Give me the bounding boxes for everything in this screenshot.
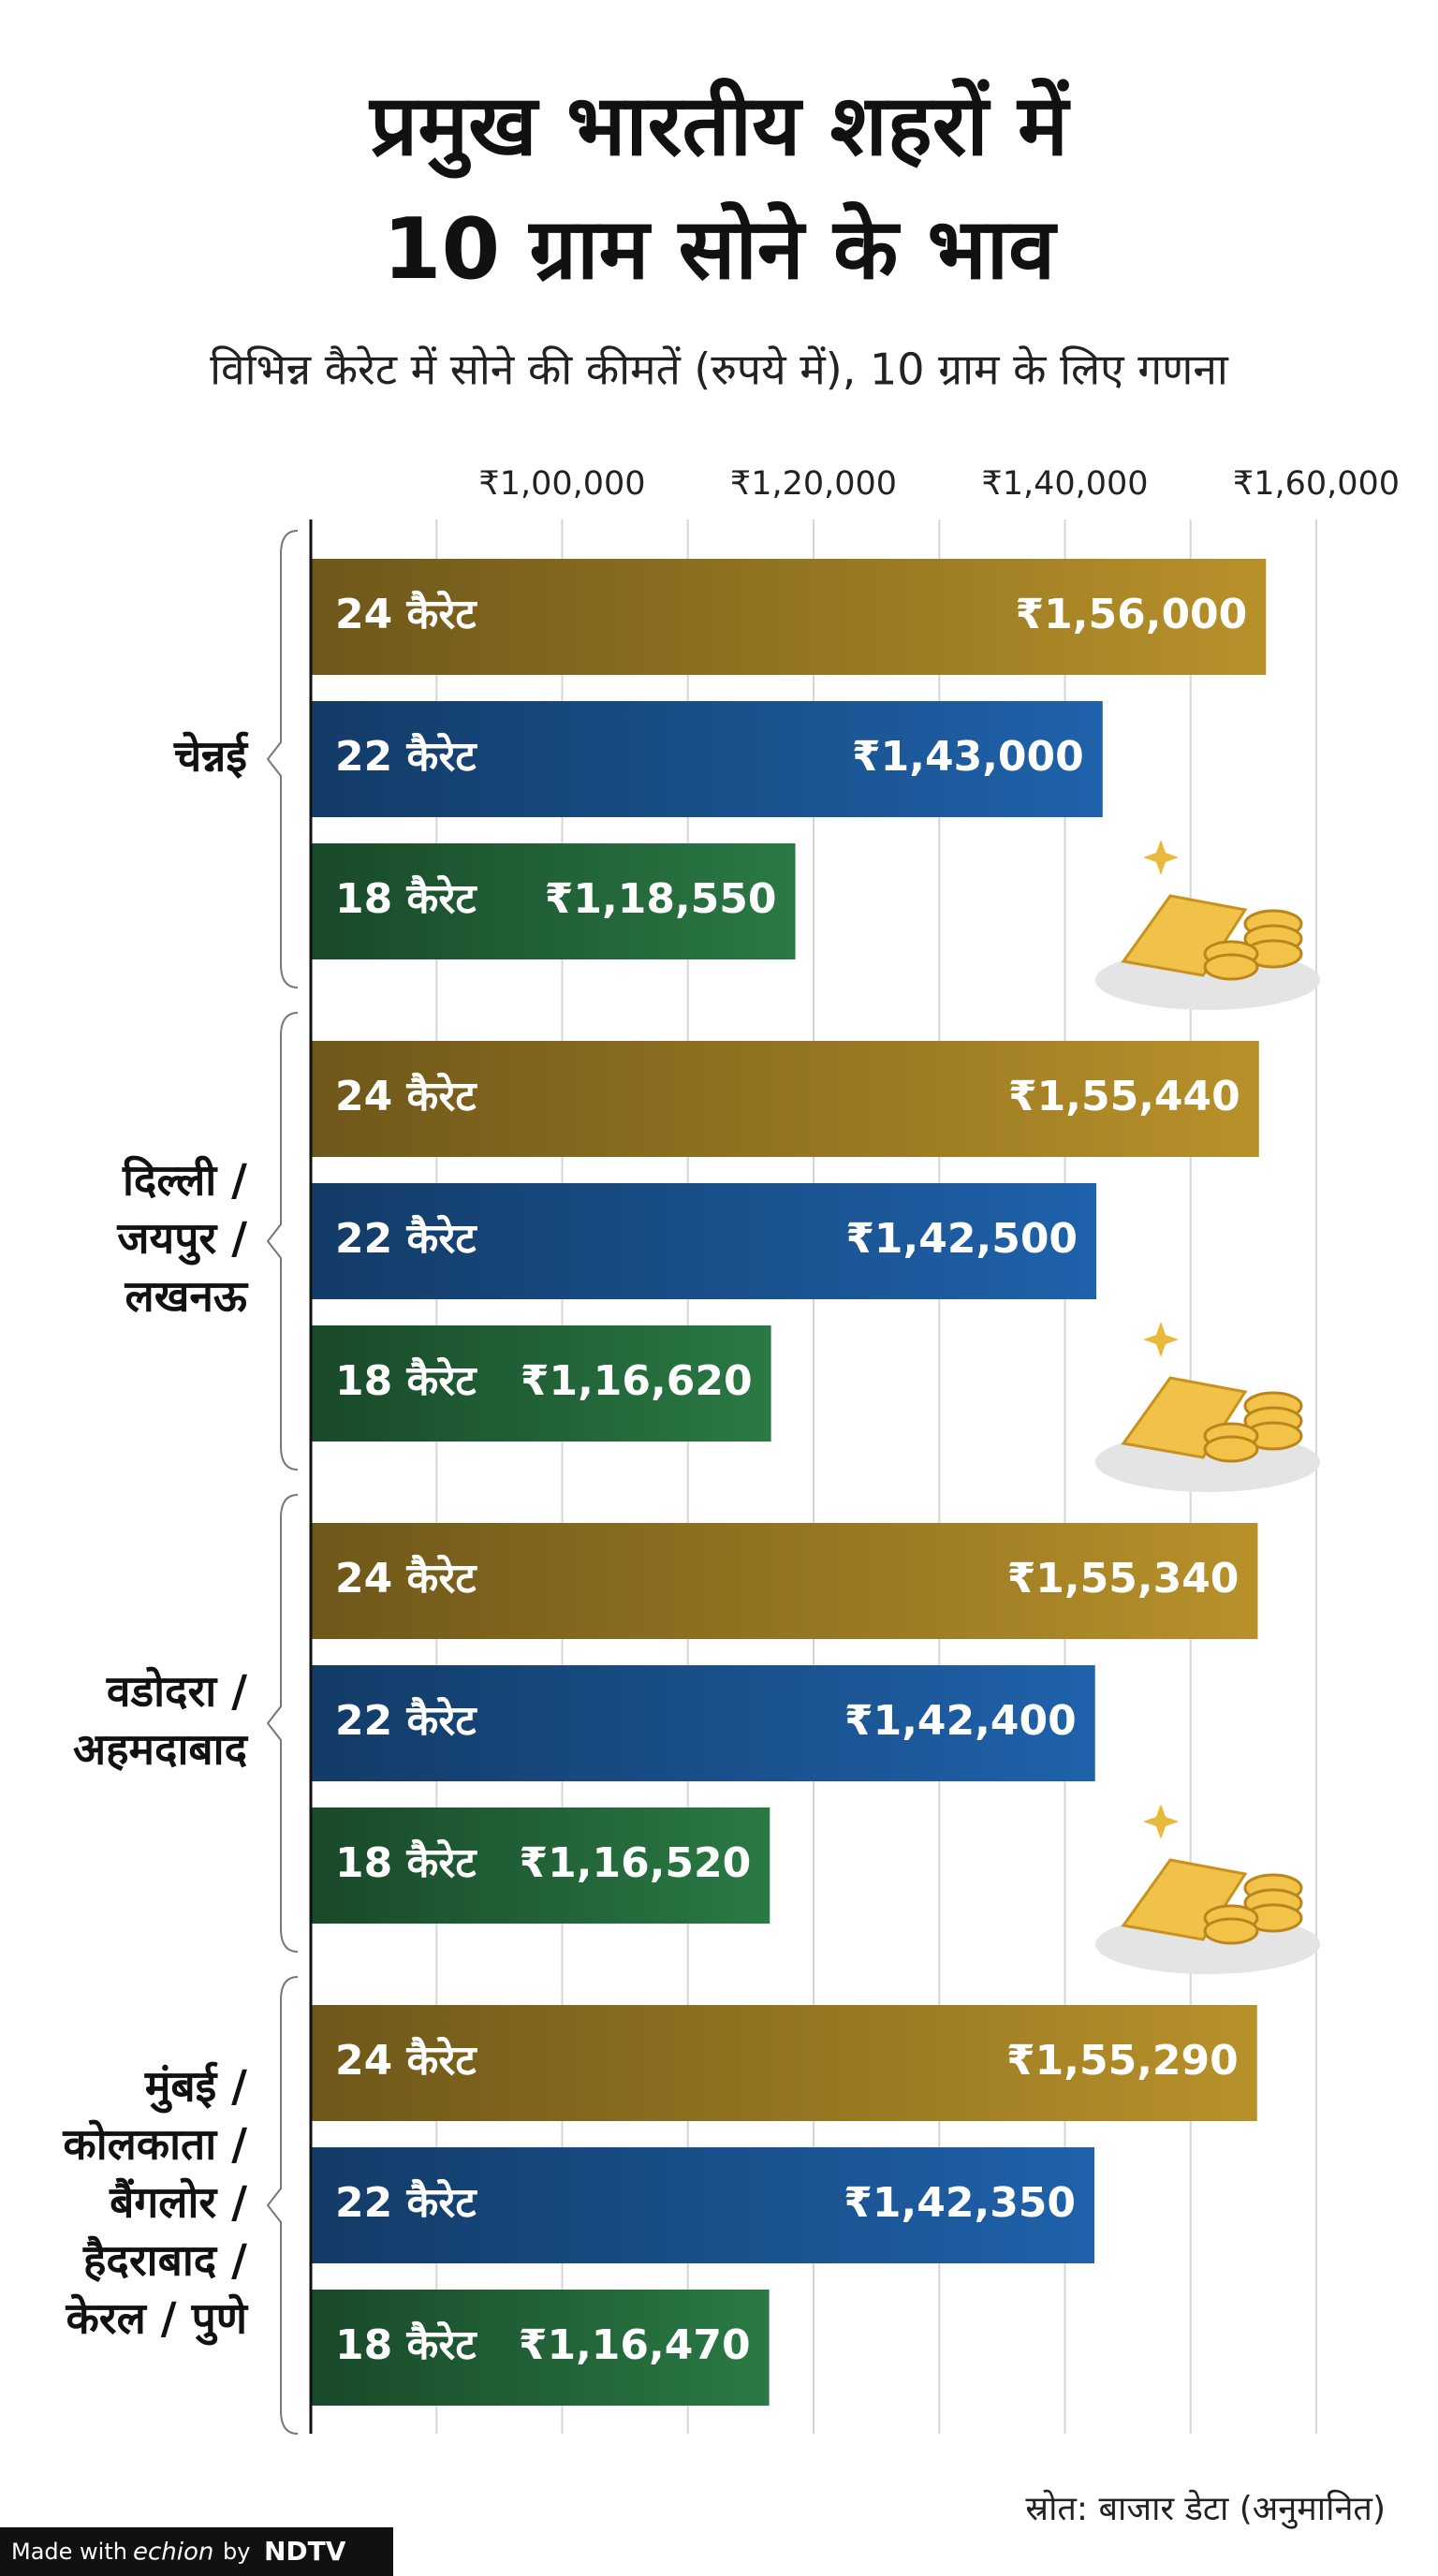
bar bbox=[311, 2147, 1095, 2263]
footer-text: Made with bbox=[11, 2539, 127, 2565]
bar bbox=[311, 2005, 1257, 2121]
category-label: मुंबई / bbox=[144, 2061, 247, 2115]
icon-sparkle bbox=[1143, 1322, 1179, 1357]
category-label: केरल / पुणे bbox=[65, 2293, 248, 2347]
chart-title: प्रमुख भारतीय शहरों में bbox=[368, 77, 1071, 179]
value-label: ₹1,16,520 bbox=[520, 1839, 752, 1887]
x-tick-label: ₹1,20,000 bbox=[730, 465, 897, 503]
series-label: 22 कैरेट bbox=[335, 1696, 477, 1745]
series-label: 24 कैरेट bbox=[335, 590, 477, 638]
series-label: 18 कैरेट bbox=[335, 1838, 477, 1887]
footer-badge bbox=[0, 2527, 393, 2576]
category-label: वडोदरा / bbox=[106, 1666, 247, 1717]
value-label: ₹1,56,000 bbox=[1016, 591, 1248, 638]
x-tick-label: ₹1,00,000 bbox=[478, 465, 645, 503]
series-label: 18 कैरेट bbox=[335, 2320, 477, 2369]
bar bbox=[311, 1325, 771, 1442]
category-label: कोलकाता / bbox=[62, 2119, 247, 2170]
category-label: अहमदाबाद bbox=[73, 1724, 249, 1775]
bar bbox=[311, 1041, 1259, 1157]
value-label: ₹1,43,000 bbox=[852, 733, 1084, 781]
category-label: बैंगलोर / bbox=[109, 2177, 247, 2228]
category-label: हैदराबाद / bbox=[82, 2235, 247, 2286]
value-label: ₹1,16,620 bbox=[521, 1357, 753, 1405]
source: स्रोत: बाजार डेटा (अनुमानित) bbox=[1025, 2489, 1386, 2529]
group-brace bbox=[266, 1012, 299, 1471]
category-label: लखनऊ bbox=[125, 1271, 249, 1322]
group-brace bbox=[266, 1494, 299, 1953]
chart-subtitle: विभिन्न कैरेट में सोने की कीमतें (रुपये … bbox=[210, 344, 1229, 395]
footer-brand: echion bbox=[133, 2539, 213, 2567]
value-label: ₹1,16,470 bbox=[519, 2321, 751, 2369]
series-label: 24 कैरेट bbox=[335, 2036, 477, 2085]
value-label: ₹1,55,340 bbox=[1007, 1555, 1240, 1603]
value-label: ₹1,42,500 bbox=[845, 1215, 1078, 1263]
icon-sparkle bbox=[1143, 1804, 1179, 1839]
icon-coin bbox=[1203, 1435, 1259, 1463]
icon-coin bbox=[1203, 1917, 1259, 1945]
value-label: ₹1,55,440 bbox=[1008, 1073, 1240, 1120]
footer-publisher: NDTV bbox=[264, 2536, 346, 2567]
bar bbox=[311, 1183, 1097, 1299]
bar bbox=[311, 1808, 770, 1924]
footer-text: by bbox=[223, 2539, 250, 2565]
bar bbox=[311, 843, 796, 959]
icon-coin bbox=[1203, 953, 1259, 981]
series-label: 22 कैरेट bbox=[335, 2178, 477, 2227]
bar bbox=[311, 1665, 1095, 1781]
group-brace bbox=[266, 530, 299, 988]
x-tick-label: ₹1,40,000 bbox=[981, 465, 1148, 503]
value-label: ₹1,42,400 bbox=[844, 1697, 1077, 1745]
value-label: ₹1,42,350 bbox=[844, 2179, 1076, 2227]
bar bbox=[311, 559, 1267, 675]
category-label: दिल्ली / bbox=[122, 1155, 247, 1206]
group-brace bbox=[266, 1976, 299, 2435]
series-label: 24 कैरेट bbox=[335, 1072, 477, 1120]
series-label: 22 कैरेट bbox=[335, 732, 477, 781]
series-label: 18 कैरेट bbox=[335, 1356, 477, 1405]
x-tick-label: ₹1,60,000 bbox=[1233, 465, 1400, 503]
bar bbox=[311, 701, 1103, 817]
value-label: ₹1,18,550 bbox=[545, 875, 777, 923]
chart-title: 10 ग्राम सोने के भाव bbox=[383, 200, 1058, 299]
icon-sparkle bbox=[1143, 840, 1179, 875]
value-label: ₹1,55,290 bbox=[1006, 2037, 1239, 2085]
series-label: 18 कैरेट bbox=[335, 874, 477, 923]
category-label: चेन्नई bbox=[173, 731, 249, 782]
category-label: जयपुर / bbox=[116, 1213, 247, 1266]
series-label: 24 कैरेट bbox=[335, 1554, 477, 1603]
bar bbox=[311, 2290, 770, 2406]
series-label: 22 कैरेट bbox=[335, 1214, 477, 1263]
bar bbox=[311, 1523, 1258, 1639]
